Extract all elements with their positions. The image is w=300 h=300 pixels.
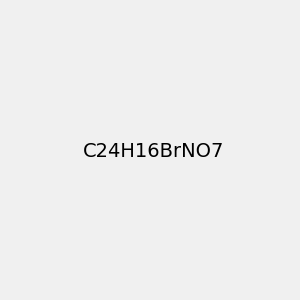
Text: C24H16BrNO7: C24H16BrNO7: [83, 142, 224, 161]
